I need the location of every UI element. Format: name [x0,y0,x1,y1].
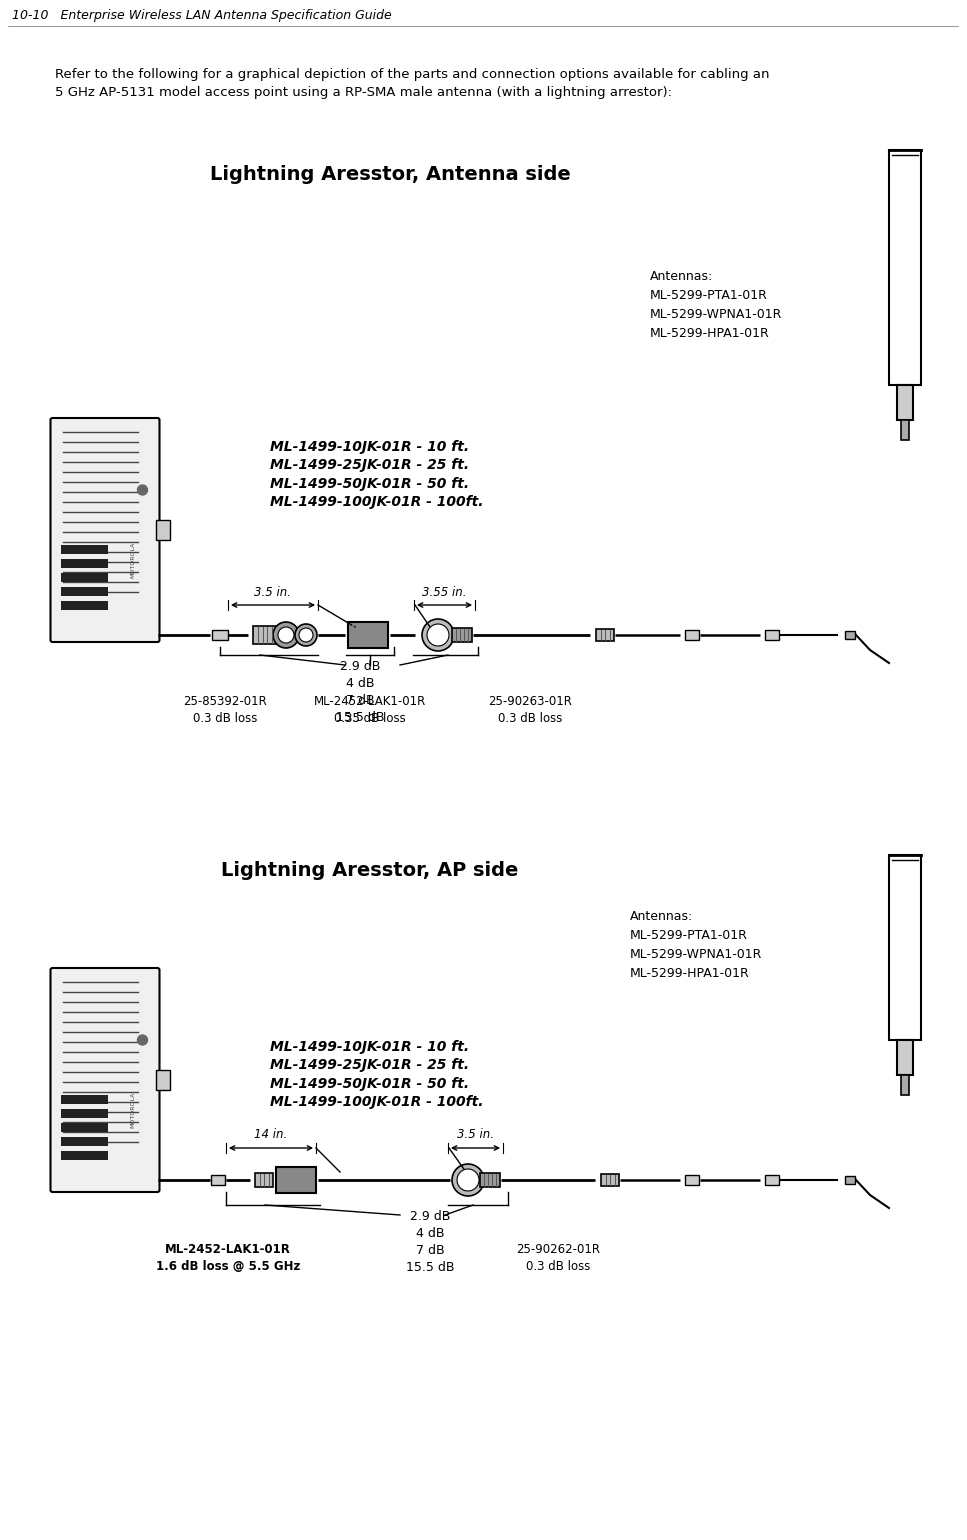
Text: 14 in.: 14 in. [254,1129,287,1141]
Text: Refer to the following for a graphical depiction of the parts and connection opt: Refer to the following for a graphical d… [55,68,770,99]
Circle shape [299,628,313,642]
Text: ML-2452-LAK1-01R
1.6 dB loss @ 5.5 GHz: ML-2452-LAK1-01R 1.6 dB loss @ 5.5 GHz [156,1243,300,1274]
Circle shape [137,485,148,494]
Bar [901,420,909,440]
Bar [276,1167,316,1194]
Bar [211,1175,225,1184]
Bar [348,622,388,648]
Text: 3.5 in.: 3.5 in. [254,585,291,599]
Bar [897,1040,913,1075]
Bar [255,1173,273,1187]
Bar [901,1075,909,1095]
Bar [61,559,107,568]
Bar [61,1137,107,1146]
Bar [765,630,779,641]
Text: ML-1499-10JK-01R - 10 ft.
ML-1499-25JK-01R - 25 ft.
ML-1499-50JK-01R - 50 ft.
ML: ML-1499-10JK-01R - 10 ft. ML-1499-25JK-0… [270,440,484,510]
Bar [156,521,169,541]
Circle shape [427,624,449,645]
Bar [889,855,921,1040]
Text: ML-1499-10JK-01R - 10 ft.
ML-1499-25JK-01R - 25 ft.
ML-1499-50JK-01R - 50 ft.
ML: ML-1499-10JK-01R - 10 ft. ML-1499-25JK-0… [270,1040,484,1109]
Bar [596,628,614,641]
Text: 25-90262-01R
0.3 dB loss: 25-90262-01R 0.3 dB loss [516,1243,600,1274]
Text: 2.9 dB
4 dB
7 dB
15.5 dB: 2.9 dB 4 dB 7 dB 15.5 dB [406,1210,454,1274]
Bar [61,601,107,610]
Text: ML-2452-LAK1-01R
0.35 dB loss: ML-2452-LAK1-01R 0.35 dB loss [314,695,426,725]
Bar [61,545,107,554]
Bar [61,1150,107,1160]
Bar [61,573,107,582]
Text: Antennas:
ML-5299-PTA1-01R
ML-5299-WPNA1-01R
ML-5299-HPA1-01R: Antennas: ML-5299-PTA1-01R ML-5299-WPNA1… [650,270,782,340]
Bar [156,1070,169,1090]
Bar [765,1175,779,1184]
Text: Lightning Aresstor, AP side: Lightning Aresstor, AP side [221,861,518,879]
Bar [452,628,472,642]
Bar [61,1109,107,1118]
Text: Antennas:
ML-5299-PTA1-01R
ML-5299-WPNA1-01R
ML-5299-HPA1-01R: Antennas: ML-5299-PTA1-01R ML-5299-WPNA1… [630,910,762,979]
Bar [480,1173,500,1187]
Bar [61,1095,107,1104]
Circle shape [452,1164,484,1197]
Circle shape [422,619,454,651]
Text: 10-10   Enterprise Wireless LAN Antenna Specification Guide: 10-10 Enterprise Wireless LAN Antenna Sp… [12,9,392,23]
Bar [685,630,699,641]
Bar [889,149,921,385]
Text: 3.5 in.: 3.5 in. [457,1129,494,1141]
FancyBboxPatch shape [50,969,160,1192]
Bar [845,1177,855,1184]
Bar [845,631,855,639]
Circle shape [295,624,317,645]
Circle shape [273,622,299,648]
FancyBboxPatch shape [50,417,160,642]
Bar [61,1123,107,1132]
Bar [253,625,277,644]
Circle shape [137,1035,148,1046]
Text: 25-85392-01R
0.3 dB loss: 25-85392-01R 0.3 dB loss [183,695,267,725]
Bar [61,587,107,596]
Circle shape [278,627,294,644]
Text: 3.55 in.: 3.55 in. [423,585,467,599]
Bar [212,630,228,641]
Text: Lightning Aresstor, Antenna side: Lightning Aresstor, Antenna side [210,165,571,185]
Bar [601,1173,619,1186]
Text: MOTOROLA: MOTOROLA [130,542,135,578]
Text: MOTOROLA: MOTOROLA [130,1092,135,1129]
Bar [685,1175,699,1184]
Text: 2.9 dB
4 dB
7 dB
15.5 dB: 2.9 dB 4 dB 7 dB 15.5 dB [336,661,384,724]
Circle shape [457,1169,479,1190]
Text: 25-90263-01R
0.3 dB loss: 25-90263-01R 0.3 dB loss [488,695,571,725]
Bar [897,385,913,420]
